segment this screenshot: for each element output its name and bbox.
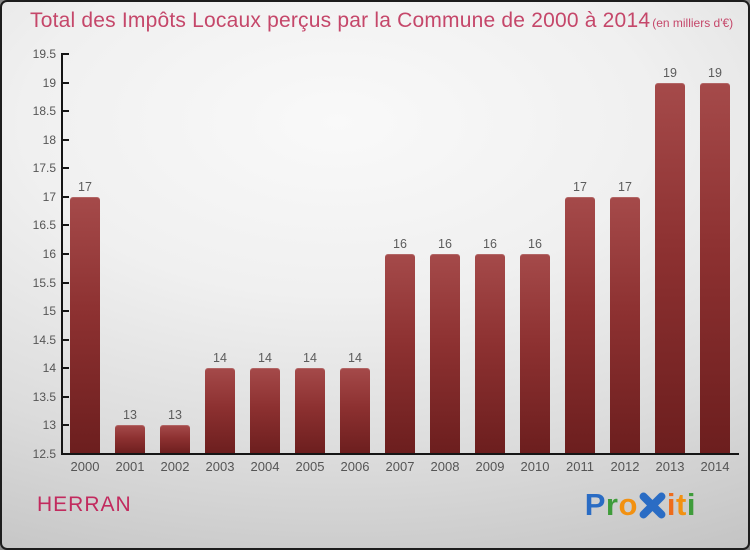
chart-title: Total des Impôts Locaux perçus par la Co…: [30, 9, 738, 33]
bar-2005: [295, 368, 325, 454]
y-tick-label: 19.5: [32, 47, 56, 61]
x-axis-line: [61, 453, 739, 455]
bar-value-label: 14: [213, 351, 227, 366]
bar-value-label: 16: [438, 237, 452, 251]
x-tick-label: 2008: [430, 459, 460, 474]
logo-letter: o: [618, 487, 638, 522]
y-tick-mark: [62, 395, 69, 398]
x-tick-label: 2006: [340, 459, 370, 474]
logo-letter: r: [605, 487, 619, 522]
chart-title-unit: (en milliers d'€): [652, 16, 734, 30]
bar-2013: [655, 82, 685, 454]
y-tick-mark: [62, 81, 69, 84]
y-tick-mark: [62, 53, 69, 55]
chart-title-text: Total des Impôts Locaux perçus par la Co…: [30, 9, 651, 32]
bar-2000: [70, 196, 100, 454]
bar-2010: [520, 254, 550, 454]
bar-2001: [115, 425, 145, 454]
x-tick-label: 2003: [205, 459, 235, 474]
logo-letter: P: [584, 487, 606, 522]
y-tick-mark: [62, 310, 69, 313]
x-tick-label: 2011: [566, 459, 594, 474]
bar-2009: [475, 254, 505, 454]
bar-value-label: 17: [618, 179, 632, 194]
bar-value-label: 16: [483, 237, 497, 251]
y-tick-mark: [62, 253, 69, 255]
bar-value-label: 19: [663, 65, 677, 80]
x-tick-label: 2002: [160, 459, 190, 474]
logo-letter: t: [676, 487, 687, 522]
logo-letter: i: [686, 487, 696, 522]
y-tick-label: 15: [42, 304, 56, 319]
x-tick-label: 2007: [385, 459, 415, 474]
y-tick-mark: [62, 338, 69, 341]
y-tick-label: 18.5: [32, 104, 56, 119]
x-tick-label: 2012: [610, 459, 640, 474]
bar-value-label: 17: [78, 179, 92, 194]
y-tick-label: 17.5: [32, 161, 56, 176]
x-tick-label: 2010: [520, 459, 550, 474]
bar-2012: [610, 196, 640, 454]
plot-area: 17 13 13 14 14 14 14 16 16 16 16 17 17 19 19: [62, 54, 738, 454]
y-tick-label: 16.5: [32, 218, 56, 233]
y-tick-label: 15.5: [32, 275, 56, 290]
y-tick-label: 14.5: [32, 332, 56, 347]
x-tick-label: 2009: [475, 459, 505, 474]
y-tick-label: 16: [42, 247, 56, 261]
x-tick-label: 2004: [250, 459, 280, 474]
bar-2008: [430, 254, 460, 454]
y-tick-mark: [62, 424, 69, 427]
bar-2003: [205, 368, 235, 454]
x-tick-label: 2005: [295, 459, 325, 474]
y-tick-mark: [62, 224, 69, 227]
bar-2002: [160, 425, 190, 454]
logo-letter: i: [666, 487, 677, 522]
bar-value-label: 13: [168, 408, 182, 423]
y-tick-mark: [62, 110, 69, 113]
bar-value-label: 14: [348, 351, 362, 366]
bar-value-label: 17: [573, 179, 587, 194]
x-tick-label: 2000: [70, 459, 100, 474]
bar-2007: [385, 254, 415, 454]
bar-value-label: 16: [393, 237, 407, 251]
y-tick-label: 13: [42, 418, 56, 433]
y-tick-mark: [62, 453, 69, 455]
bar-value-label: 13: [123, 408, 137, 423]
y-tick-mark: [62, 167, 69, 170]
y-tick-mark: [62, 195, 69, 198]
logo-x-icon: [639, 492, 666, 519]
bar-2014: [700, 82, 730, 454]
y-tick-mark: [62, 138, 69, 141]
y-tick-label: 17: [42, 189, 56, 204]
x-tick-label: 2001: [115, 459, 145, 474]
x-tick-label: 2013: [655, 459, 685, 474]
y-tick-label: 19: [42, 75, 56, 90]
bar-value-label: 14: [303, 351, 317, 366]
y-tick-label: 12.5: [32, 447, 56, 461]
bar-2006: [340, 368, 370, 454]
x-tick-label: 2014: [700, 459, 730, 474]
bar-2011: [565, 196, 595, 454]
y-tick-mark: [62, 281, 69, 284]
y-tick-label: 13.5: [32, 389, 56, 404]
commune-name: HERRAN: [37, 493, 132, 516]
y-tick-mark: [62, 367, 69, 370]
bar-value-label: 19: [708, 65, 722, 80]
bar-value-label: 16: [528, 237, 542, 251]
y-tick-label: 18: [42, 132, 56, 147]
bar-2004: [250, 368, 280, 454]
bar-value-label: 14: [258, 351, 272, 366]
y-tick-label: 14: [42, 361, 56, 376]
